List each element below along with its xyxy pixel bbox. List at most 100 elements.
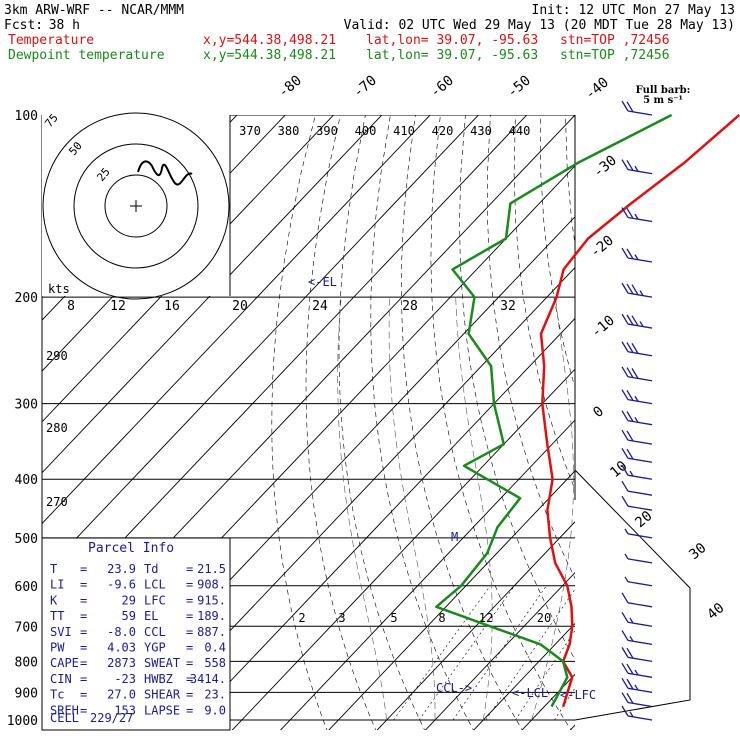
isotherm-right-label: 40: [704, 600, 727, 623]
theta-label: 400: [355, 124, 377, 138]
dry-adiabat-line: [459, 115, 575, 661]
parcel-key: CIN: [50, 672, 72, 686]
barb-flag: [621, 611, 629, 623]
wind-barb: [621, 647, 653, 663]
barb-staff: [627, 687, 653, 693]
fcst-label: Fcst:: [4, 18, 43, 33]
stn-dewpoint: stn=TOP ,72456: [560, 48, 670, 63]
theta-label: 410: [393, 124, 415, 138]
wind-barb: [621, 159, 653, 175]
moist-adiabat-line: [388, 297, 436, 720]
parcel-key: SWEAT: [144, 656, 180, 670]
hodograph-x-tick: 8: [67, 299, 75, 314]
barb-staff: [627, 457, 653, 463]
barb-staff: [627, 558, 653, 564]
barb-flag: [626, 678, 634, 690]
barb-flag: [621, 692, 629, 703]
isotherm-line: [279, 419, 575, 730]
dry-adiabat-line: [487, 115, 575, 579]
wind-barb: [621, 282, 653, 298]
hodograph-ring: [104, 174, 168, 238]
dry-adiabat-line: [305, 115, 377, 730]
barb-flag: [626, 208, 634, 219]
barb-flag: [621, 480, 629, 492]
barb-flag: [621, 677, 629, 689]
dry-adiabat-line: [513, 115, 575, 491]
barb-half-flag: [629, 470, 634, 477]
barb-staff: [627, 602, 653, 608]
barb-flag: [621, 592, 629, 604]
hodograph-ring: [73, 143, 199, 269]
barb-flag: [621, 410, 629, 422]
mixing-ratio-label: 20: [537, 611, 551, 625]
wind-barb: [621, 247, 653, 263]
isotherm-right-label: -30: [590, 153, 620, 182]
parcel-value: 908.: [197, 578, 226, 592]
isotherm-line: [713, 102, 740, 733]
parcel-value: 887.: [197, 625, 226, 639]
parcel-eq: =: [186, 703, 193, 717]
dewpoint-profile: [435, 113, 673, 708]
barb-flag: [621, 313, 629, 325]
parcel-value: 153: [114, 703, 136, 717]
barb-flag: [621, 662, 629, 674]
barb-flag: [621, 630, 629, 641]
barb-flag: [626, 160, 634, 171]
hodograph-units: kts: [48, 282, 70, 296]
barb-staff: [627, 292, 653, 298]
right-diagonal-edge: [574, 469, 691, 721]
parcel-eq: =: [80, 641, 87, 655]
barb-flag: [621, 495, 629, 507]
barb-half-flag: [629, 617, 634, 624]
hodograph-x-tick: 24: [312, 299, 328, 314]
isotherm-top-label: -40: [582, 75, 612, 104]
isotherm-line: [42, 115, 335, 423]
parcel-value: 27.0: [107, 688, 136, 702]
barb-note-line2: 5 m s⁻¹: [643, 95, 683, 106]
hodograph-x-tick: 28: [402, 299, 418, 314]
barb-flag: [626, 342, 634, 353]
barb-note-line1: Full barb:: [636, 85, 691, 96]
pressure-tick-label: 200: [15, 291, 38, 306]
parcel-value: 3414.: [190, 672, 226, 686]
isotherm-line: [42, 115, 383, 474]
wind-barb: [621, 447, 653, 463]
mixing-ratio-label: 2: [298, 611, 305, 625]
barb-staff: [627, 257, 653, 263]
barb-staff: [627, 672, 653, 678]
wind-barb: [621, 495, 653, 511]
barb-staff: [627, 439, 653, 445]
parcel-eq: =: [186, 625, 193, 639]
dry-adiabat-line: [370, 115, 474, 730]
barb-staff: [627, 110, 653, 116]
barb-half-flag: [634, 684, 639, 691]
parcel-key: PW: [50, 641, 65, 655]
dry-adiabat-line: [616, 115, 740, 733]
barb-flag: [626, 448, 634, 460]
parcel-value: 59: [122, 609, 136, 623]
parcel-key: LFC: [144, 593, 166, 607]
barb-flag: [621, 207, 629, 218]
wind-barb: [621, 207, 653, 223]
parcel-eq: =: [80, 625, 87, 639]
theta-label: 420: [432, 124, 454, 138]
xy-temperature: x,y=544.38,498.21: [203, 33, 336, 48]
pressure-tick-label: 500: [15, 532, 38, 547]
isotherm-line: [616, 102, 740, 733]
parcel-eq: =: [186, 656, 193, 670]
theta-label: 390: [316, 124, 338, 138]
dry-adiabat-line: [691, 115, 740, 733]
parcel-value: 29: [122, 593, 136, 607]
hodograph-x-tick: 20: [232, 299, 248, 314]
mixing-ratio-line: [554, 687, 575, 721]
ccl-marker: CCL->: [436, 681, 472, 695]
pressure-tick-label: 800: [15, 655, 38, 670]
barb-flag: [621, 647, 629, 658]
parcel-value: -23: [114, 672, 136, 686]
parcel-eq: =: [80, 656, 87, 670]
parcel-eq: =: [80, 703, 87, 717]
theta-label: 440: [509, 124, 531, 138]
